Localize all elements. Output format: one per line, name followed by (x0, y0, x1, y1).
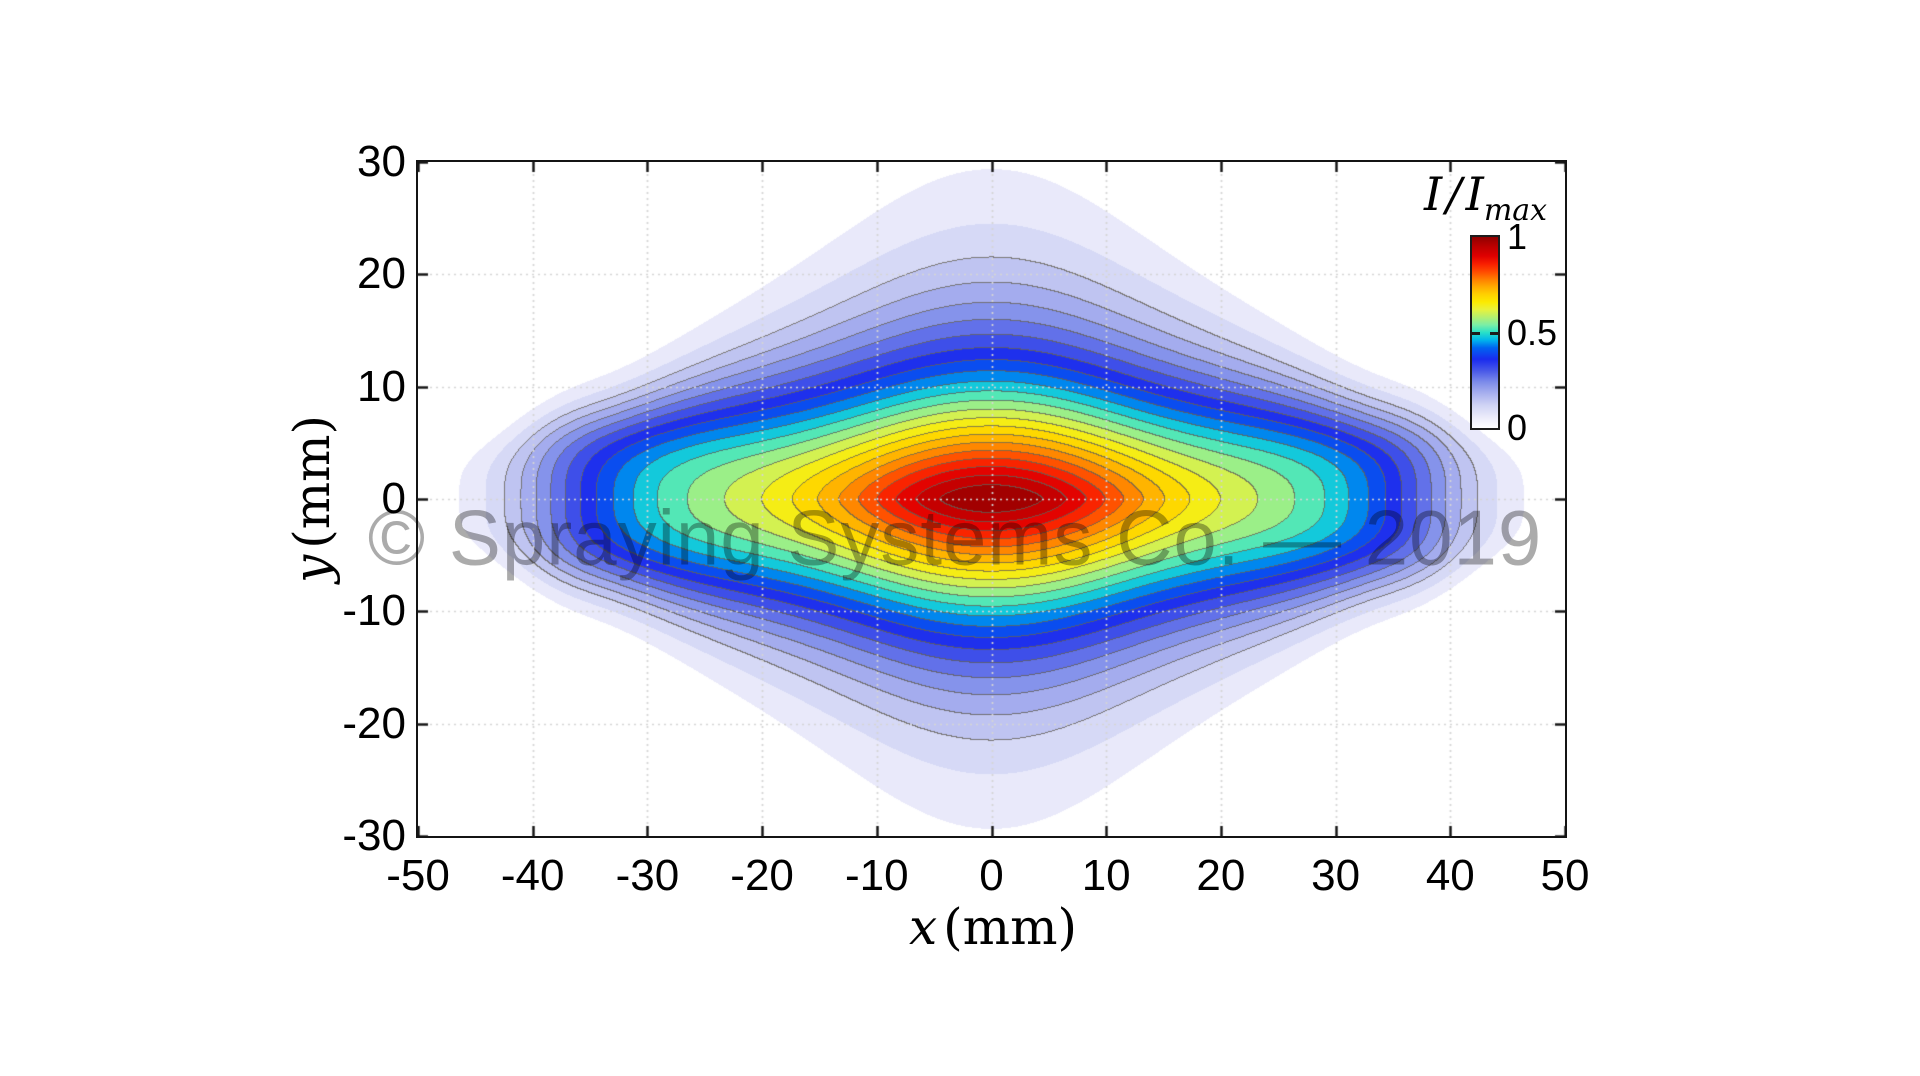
y-tick-label: 20 (357, 249, 406, 299)
x-tick-label: 0 (979, 851, 1004, 900)
y-tick-label: -10 (342, 586, 406, 636)
colorbar-tick-label: 0 (1507, 407, 1528, 448)
colorbar-mid-tick (1472, 331, 1480, 335)
colorbar-title: I/Imax (1424, 167, 1548, 229)
y-axis-variable: y (283, 554, 341, 584)
plot-area (416, 160, 1567, 838)
colorbar-mid-tick (1490, 331, 1498, 335)
y-tick-label: -20 (342, 698, 406, 748)
x-tick-label: 10 (1081, 851, 1131, 900)
y-axis-unit: (mm) (283, 414, 341, 549)
x-tick-label: -10 (845, 851, 909, 900)
contour-field-canvas (418, 162, 1565, 836)
x-tick-label: 40 (1425, 851, 1475, 900)
y-tick-label: 10 (357, 361, 406, 411)
x-tick-label: 50 (1540, 851, 1590, 900)
y-tick-label: 30 (357, 137, 406, 186)
x-tick-label: 30 (1311, 851, 1361, 900)
x-axis-label: x (mm) (909, 898, 1077, 956)
y-axis-label: y (mm) (283, 415, 341, 583)
x-tick-label: 20 (1196, 851, 1246, 900)
x-tick-label: -40 (500, 851, 565, 900)
y-tick-label: -30 (342, 811, 406, 860)
x-tick-label: -20 (730, 851, 794, 900)
x-axis-unit: (mm) (943, 898, 1078, 956)
x-tick-label: -50 (386, 851, 450, 900)
y-tick-label: 0 (381, 474, 406, 523)
x-tick-label: -30 (615, 851, 680, 900)
colorbar-tick-label: 1 (1507, 216, 1528, 257)
colorbar-tick-label: 0.5 (1507, 311, 1558, 353)
x-axis-variable: x (908, 898, 938, 956)
